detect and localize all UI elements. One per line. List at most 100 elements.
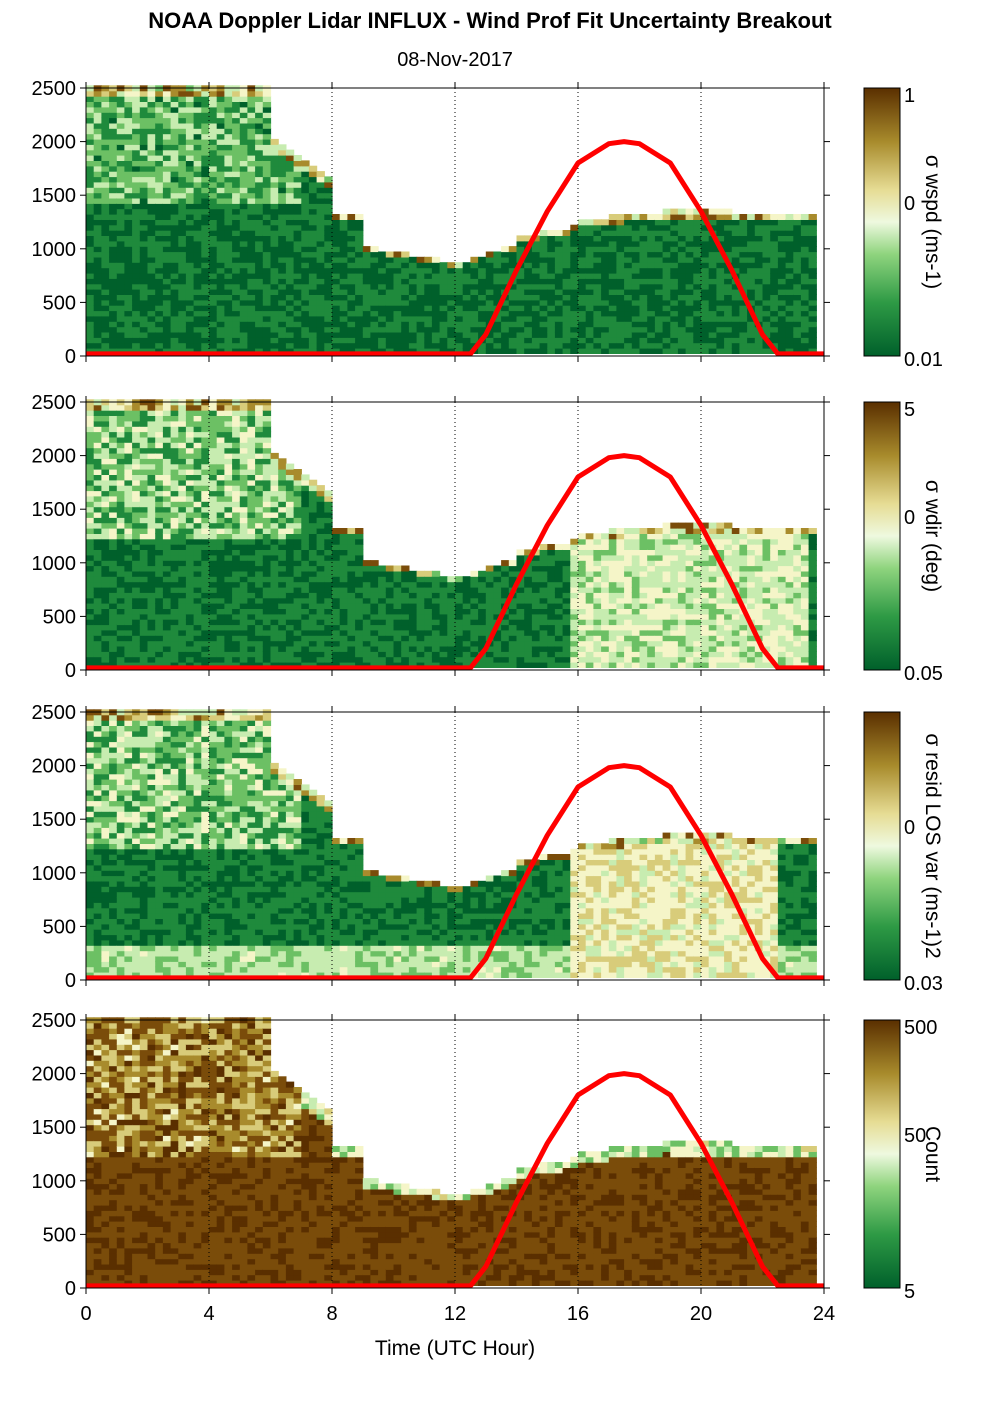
heatmap-cell [162,272,172,279]
heatmap-cell [170,305,179,312]
heatmap-cell [201,560,210,567]
heatmap-cell [139,586,149,593]
heatmap-cell [155,149,164,156]
heatmap-cell [209,326,218,333]
heatmap-cell [193,101,202,108]
heatmap-cell [347,246,356,253]
heatmap-cell [385,256,395,263]
heatmap-cell [262,278,272,285]
heatmap-cell [270,197,279,204]
heatmap-cell [116,181,126,188]
heatmap-cell [247,528,256,534]
heatmap-cell [216,278,225,285]
heatmap-cell [285,310,295,317]
heatmap-cell [86,420,95,427]
heatmap-cell [339,299,348,306]
heatmap-cell [124,138,133,145]
heatmap-cell [239,554,249,561]
heatmap-cell [93,506,102,513]
heatmap-cell [431,576,441,583]
heatmap-cell [116,256,126,263]
heatmap-cell [285,160,295,167]
heatmap-cell [808,240,817,247]
heatmap-cell [739,337,748,344]
heatmap-cell [216,122,225,129]
heatmap-cell [185,603,195,609]
heatmap-cell [316,278,325,285]
heatmap-cell [93,305,102,312]
heatmap-cell [132,420,141,427]
heatmap-cell [508,321,518,328]
heatmap-cell [155,410,164,416]
heatmap-cell [301,549,310,556]
heatmap-cell [278,474,287,481]
heatmap-cell [516,310,525,317]
heatmap-cell [178,522,187,529]
heatmap-cell [247,262,256,269]
heatmap-cell [209,592,218,599]
heatmap-cell [578,224,587,231]
heatmap-cell [216,635,225,642]
heatmap-cell [224,294,233,301]
heatmap-cell [570,331,579,338]
heatmap-cell [793,240,802,247]
heatmap-cell [585,294,594,301]
heatmap-cell [162,586,172,593]
heatmap-cell [201,256,210,263]
heatmap-cell [216,171,225,178]
heatmap-cell [255,149,264,156]
heatmap-cell [547,251,556,258]
heatmap-cell [109,597,118,604]
heatmap-cell [109,122,118,129]
heatmap-cell [116,214,126,220]
heatmap-cell [332,326,341,333]
heatmap-cell [739,321,748,328]
heatmap-cell [109,219,118,226]
heatmap-cell [232,203,241,210]
heatmap-cell [662,208,671,215]
heatmap-cell [447,651,456,658]
heatmap-cell [662,272,671,279]
heatmap-cell [677,337,687,344]
heatmap-cell [209,283,218,290]
heatmap-cell [662,262,671,269]
heatmap-cell [624,262,633,269]
heatmap-cell [800,315,810,322]
heatmap-cell [201,420,210,427]
heatmap-cell [439,283,448,290]
heatmap-cell [185,490,195,497]
heatmap-cell [654,289,664,295]
heatmap-cell [808,272,817,279]
heatmap-cell [401,256,410,263]
heatmap-cell [677,331,687,338]
heatmap-cell [155,208,164,215]
heatmap-cell [731,294,741,301]
heatmap-cell [185,171,195,178]
heatmap-cell [401,576,410,583]
heatmap-cell [132,321,141,328]
heatmap-cell [162,404,172,411]
heatmap-cell [608,337,618,344]
heatmap-cell [308,495,318,502]
heatmap-cell [708,294,717,301]
heatmap-cell [109,485,118,492]
heatmap-cell [262,404,272,411]
heatmap-cell [124,208,133,215]
heatmap-cell [162,651,172,658]
heatmap-cell [754,294,764,301]
heatmap-cell [485,581,495,588]
heatmap-cell [547,240,556,247]
heatmap-cell [132,187,141,194]
heatmap-cell [308,522,318,529]
heatmap-cell [316,608,325,615]
heatmap-cell [216,294,225,301]
heatmap-cell [285,479,295,486]
heatmap-cell [424,262,433,269]
heatmap-cell [147,404,156,411]
heatmap-cell [301,176,310,183]
heatmap-cell [639,326,648,333]
heatmap-cell [701,289,710,295]
heatmap-cell [239,171,249,178]
heatmap-cell [370,581,379,588]
heatmap-cell [332,624,341,631]
